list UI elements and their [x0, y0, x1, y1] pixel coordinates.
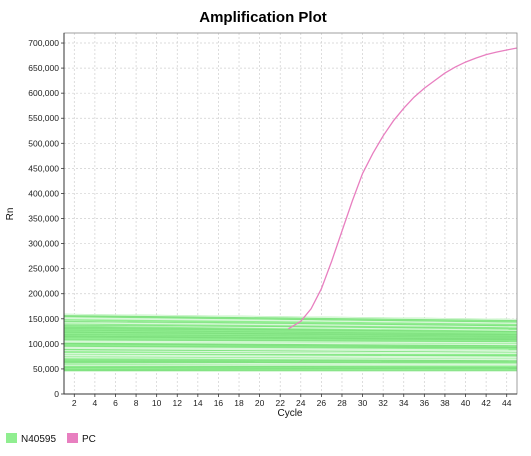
x-tick-label: 6	[113, 398, 118, 408]
x-tick-label: 40	[461, 398, 471, 408]
x-tick-label: 32	[378, 398, 388, 408]
x-tick-label: 8	[134, 398, 139, 408]
x-tick-label: 4	[93, 398, 98, 408]
n40595-curve	[63, 326, 518, 333]
x-tick-label: 18	[234, 398, 244, 408]
x-tick-label: 16	[214, 398, 224, 408]
x-tick-label: 10	[152, 398, 162, 408]
n40595-curve	[63, 329, 518, 335]
x-tick-label: 26	[317, 398, 327, 408]
n40595-curve	[63, 347, 518, 352]
y-tick-label: 350,000	[28, 214, 59, 224]
y-tick-label: 150,000	[28, 314, 59, 324]
y-tick-labels: 0 50,000 100,000 150,000 200,000 250,000 300,0…	[28, 38, 64, 399]
x-tick-label: 30	[358, 398, 368, 408]
n40595-curve	[63, 361, 518, 364]
x-tick-label: 44	[502, 398, 512, 408]
y-axis-label: Rn	[5, 208, 16, 221]
n40595-curve	[63, 331, 518, 336]
n40595-curve	[63, 334, 518, 338]
n40595-curve	[63, 343, 518, 348]
x-tick-label: 12	[173, 398, 183, 408]
n40595-curve	[63, 345, 518, 349]
pc-curve	[288, 47, 518, 330]
x-tick-label: 22	[275, 398, 285, 408]
x-tick-labels: 2 4 6 8 10 12 14 16 18 20 22 24 26 28 30 32 34 36 38 40 42 44	[72, 394, 512, 408]
n40595-curve	[63, 339, 518, 342]
n40595-curve	[63, 359, 518, 361]
y-tick-label: 450,000	[28, 163, 59, 173]
legend-label: N40595	[21, 434, 56, 445]
y-tick-label: 250,000	[28, 264, 59, 274]
n40595-curve	[63, 335, 518, 340]
y-tick-label: 300,000	[28, 239, 59, 249]
legend: N40595 PC	[6, 433, 96, 445]
legend-swatch	[6, 433, 17, 443]
x-tick-label: 24	[296, 398, 306, 408]
x-tick-label: 2	[72, 398, 77, 408]
pc-curve-group	[288, 47, 518, 330]
n40595-curve	[63, 340, 518, 344]
y-tick-label: 500,000	[28, 138, 59, 148]
x-tick-label: 20	[255, 398, 265, 408]
n40595-curve	[63, 320, 518, 327]
legend-label: PC	[82, 434, 96, 445]
x-tick-label: 28	[337, 398, 347, 408]
n40595-curve	[63, 342, 518, 347]
x-tick-label: 36	[420, 398, 430, 408]
x-axis-label: Cycle	[277, 408, 302, 419]
n40595-curve	[63, 349, 518, 354]
n40595-curve	[63, 316, 518, 323]
n40595-curves	[63, 313, 518, 373]
n40595-curve	[63, 354, 518, 358]
y-tick-label: 100,000	[28, 339, 59, 349]
n40595-curve	[63, 313, 518, 321]
n40595-curve	[63, 341, 518, 346]
n40595-curve	[63, 362, 518, 365]
n40595-curve	[63, 349, 518, 353]
y-tick-label: 600,000	[28, 88, 59, 98]
n40595-curve	[63, 315, 518, 321]
n40595-curve	[63, 336, 518, 341]
chart-title: Amplification Plot	[199, 9, 327, 26]
y-tick-label: 50,000	[33, 364, 59, 374]
y-tick-label: 0	[54, 389, 59, 399]
n40595-curve	[63, 367, 518, 369]
x-tick-label: 38	[440, 398, 450, 408]
x-tick-label: 34	[399, 398, 409, 408]
y-tick-label: 650,000	[28, 63, 59, 73]
x-tick-label: 14	[193, 398, 203, 408]
n40595-curve	[63, 324, 518, 329]
x-tick-label: 42	[481, 398, 491, 408]
legend-swatch	[67, 433, 78, 443]
y-tick-label: 700,000	[28, 38, 59, 48]
n40595-curve	[63, 357, 518, 361]
y-tick-label: 200,000	[28, 289, 59, 299]
n40595-curve	[63, 346, 518, 351]
y-tick-label: 550,000	[28, 113, 59, 123]
n40595-curve	[63, 317, 518, 324]
y-tick-label: 400,000	[28, 188, 59, 198]
n40595-curve	[63, 365, 518, 368]
